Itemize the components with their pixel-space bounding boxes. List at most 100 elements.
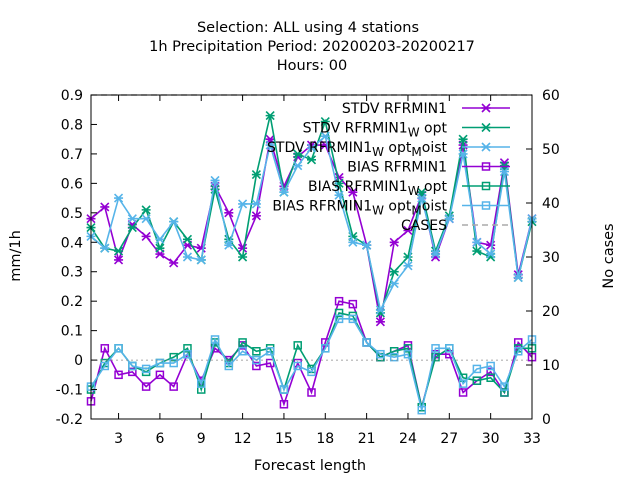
data-point xyxy=(265,140,275,150)
series-3 xyxy=(86,131,537,315)
y-tick-label: 0 xyxy=(74,353,83,369)
data-point xyxy=(196,255,206,265)
data-point xyxy=(444,214,454,224)
data-point xyxy=(348,314,358,324)
data-point xyxy=(182,252,193,262)
x-axis-label: Forecast length xyxy=(254,458,366,474)
data-point xyxy=(224,240,234,250)
data-point xyxy=(265,347,275,356)
data-point xyxy=(445,344,454,353)
data-point xyxy=(458,388,468,397)
data-point xyxy=(197,379,206,388)
data-point xyxy=(362,240,372,250)
x-tick-label: 21 xyxy=(358,431,376,447)
data-point xyxy=(251,169,261,180)
data-point xyxy=(100,344,110,353)
data-point xyxy=(265,111,275,121)
x-tick-label: 3 xyxy=(114,431,123,447)
x-tick-label: 33 xyxy=(523,431,541,447)
data-point xyxy=(293,161,303,171)
data-point xyxy=(334,296,344,306)
data-point xyxy=(430,249,441,259)
data-point xyxy=(100,202,110,212)
legend-entry-3: STDV RFRMIN1W optMoist xyxy=(267,140,510,159)
data-point xyxy=(403,225,413,236)
data-point xyxy=(389,347,399,356)
data-point xyxy=(472,376,482,385)
data-point xyxy=(499,167,510,177)
data-point xyxy=(513,338,523,347)
data-point xyxy=(320,116,330,127)
data-point xyxy=(224,361,234,371)
legend-label: BIAS RFRMIN1 xyxy=(347,160,447,176)
data-point xyxy=(279,187,289,197)
y2-tick-label: 30 xyxy=(542,250,560,266)
x-tick-label: 30 xyxy=(482,431,500,447)
y-tick-label: 0.9 xyxy=(61,88,83,104)
y-tick-label: 0.7 xyxy=(61,147,83,163)
data-point xyxy=(472,364,482,374)
y-tick-label: 0.2 xyxy=(61,294,83,310)
data-point xyxy=(458,134,468,144)
data-point xyxy=(114,344,123,353)
data-point xyxy=(128,367,137,377)
legend-entry-5: BIAS RFRMIN1W opt xyxy=(308,179,510,198)
data-point xyxy=(334,314,344,324)
data-point xyxy=(403,344,413,353)
data-point xyxy=(252,361,261,371)
data-point xyxy=(362,338,371,347)
data-point xyxy=(210,335,220,344)
data-point xyxy=(486,361,495,371)
y-tick-label: 0.8 xyxy=(61,117,83,133)
legend-entry-6: BIAS RFRMIN1W optMoist xyxy=(272,199,510,217)
series-line-4 xyxy=(90,300,533,408)
data-point xyxy=(500,388,509,397)
data-point xyxy=(279,385,289,394)
data-point xyxy=(376,349,385,359)
legend-label: STDV RFRMIN1W optMoist xyxy=(267,140,447,159)
plot-area xyxy=(86,94,537,415)
data-point xyxy=(224,208,234,218)
data-point xyxy=(169,382,178,391)
data-point xyxy=(307,388,316,397)
data-point xyxy=(486,373,495,383)
data-point xyxy=(141,205,151,215)
y2-tick-label: 20 xyxy=(542,304,560,320)
data-point xyxy=(197,385,206,394)
data-point xyxy=(210,175,220,185)
data-point xyxy=(169,358,178,368)
data-point xyxy=(155,243,165,253)
data-point xyxy=(458,373,468,383)
data-point xyxy=(472,237,482,247)
data-point xyxy=(306,155,317,165)
y2-tick-label: 10 xyxy=(542,358,560,374)
data-point xyxy=(472,246,482,256)
y-axis-label: mm/1h xyxy=(8,230,24,282)
data-point xyxy=(155,358,165,368)
x-tick-label: 24 xyxy=(399,431,417,447)
legend-marker xyxy=(481,201,491,210)
data-point xyxy=(293,361,302,371)
data-point xyxy=(100,243,110,253)
data-point xyxy=(155,370,165,380)
data-point xyxy=(183,344,192,353)
data-point xyxy=(389,237,399,247)
data-point xyxy=(334,308,344,318)
data-point xyxy=(113,246,124,256)
data-point xyxy=(321,344,330,353)
y-tick-label: 0.6 xyxy=(61,176,83,192)
data-point xyxy=(141,364,151,374)
legend-entry-4: BIAS RFRMIN1 xyxy=(347,160,510,176)
data-point xyxy=(513,347,523,356)
x-tick-label: 18 xyxy=(316,431,334,447)
data-point xyxy=(348,237,358,247)
y2-tick-label: 40 xyxy=(542,196,560,212)
data-point xyxy=(128,361,137,371)
legend-marker xyxy=(481,181,491,191)
legend-entry-2: STDV RFRMIN1W opt xyxy=(303,121,510,139)
data-point xyxy=(238,243,248,253)
title-line-3: Hours: 00 xyxy=(277,58,347,74)
legend-marker xyxy=(481,122,491,133)
y-tick-label: 0.3 xyxy=(61,265,83,281)
